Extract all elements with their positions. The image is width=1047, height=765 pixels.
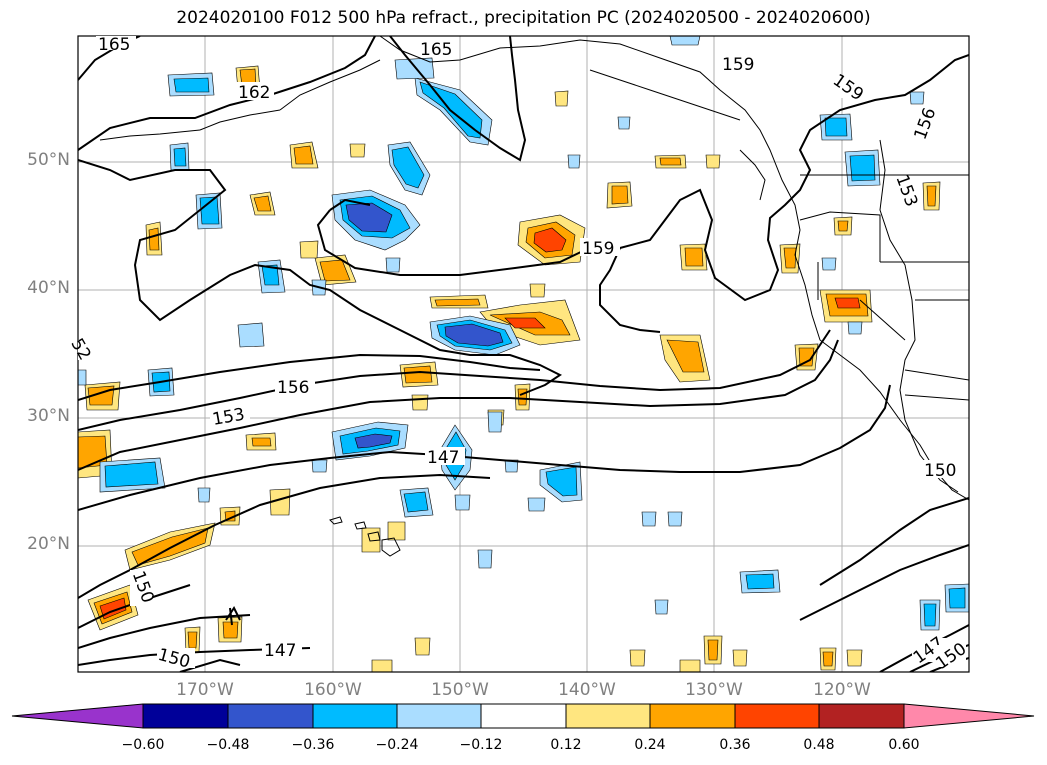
colorbar-extend-max — [903, 703, 1035, 729]
lon-label-150w: 150°W — [431, 680, 489, 700]
colorbar-tick-label: −0.36 — [291, 737, 335, 753]
lon-label-140w: 140°W — [558, 680, 616, 700]
coastlines — [99, 36, 969, 501]
lat-label-40n: 40°N — [27, 278, 70, 298]
lon-label-120w: 120°W — [813, 680, 871, 700]
colorbar-tick-label: 0.24 — [634, 737, 666, 753]
contour-label: 147 — [264, 641, 296, 661]
contour-label: 150 — [924, 461, 956, 481]
contour-label: 159 — [722, 55, 754, 75]
hawaii-islands — [329, 516, 401, 557]
contour-label: 156 — [277, 378, 309, 398]
colorbar-tick-label: 0.12 — [550, 737, 582, 753]
colorbar-tick-label: 0.36 — [719, 737, 751, 753]
lat-label-50n: 50°N — [27, 150, 70, 170]
colorbar-extend-min — [11, 703, 144, 729]
contour-label: 147 — [427, 448, 459, 468]
refractivity-contours — [78, 36, 969, 672]
contour-label: 159 — [582, 239, 614, 259]
colorbar-tick-label: 0.60 — [888, 737, 920, 753]
colorbar — [11, 703, 1035, 729]
contour-label: 165 — [98, 35, 130, 55]
contour-label: 162 — [238, 83, 270, 103]
colorbar-tick-label: −0.12 — [459, 737, 503, 753]
contour-label: 165 — [420, 40, 452, 60]
lat-label-20n: 20°N — [27, 534, 70, 554]
colorbar-tick-label: −0.48 — [206, 737, 250, 753]
lon-label-170w: 170°W — [176, 680, 234, 700]
colorbar-tick-label: 0.48 — [803, 737, 835, 753]
lon-label-130w: 130°W — [685, 680, 743, 700]
lat-label-30n: 30°N — [27, 406, 70, 426]
colorbar-tick-label: −0.60 — [121, 737, 165, 753]
positive-anomaly-patches — [78, 65, 941, 672]
precip-patches — [78, 36, 969, 672]
negative-anomaly-patches — [78, 36, 969, 631]
map-title: 2024020100 F012 500 hPa refract., precip… — [176, 8, 871, 28]
lon-label-160w: 160°W — [304, 680, 362, 700]
colorbar-tick-label: −0.24 — [375, 737, 419, 753]
